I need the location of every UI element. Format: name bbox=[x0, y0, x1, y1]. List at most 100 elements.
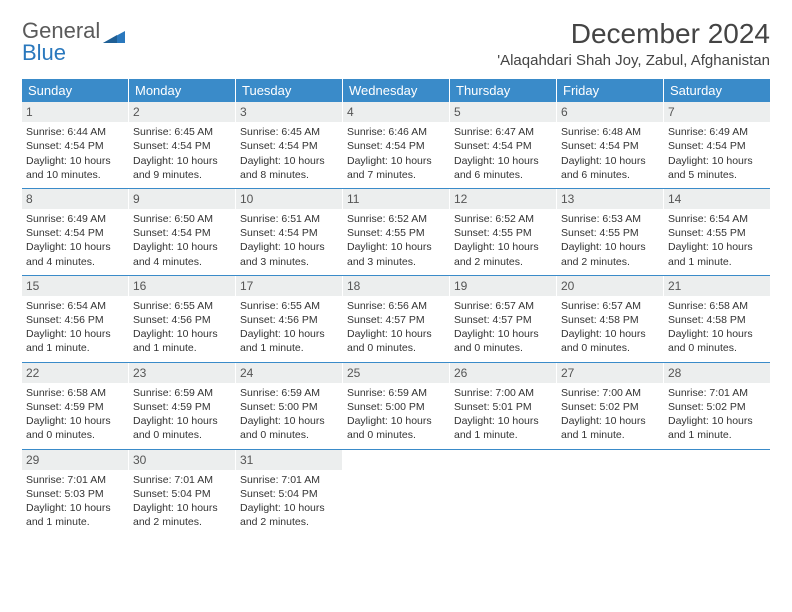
sunrise-text: Sunrise: 6:52 AM bbox=[454, 212, 552, 226]
sunset-text: Sunset: 4:54 PM bbox=[26, 139, 124, 153]
sunset-text: Sunset: 5:04 PM bbox=[133, 487, 231, 501]
day-cell: 2Sunrise: 6:45 AMSunset: 4:54 PMDaylight… bbox=[129, 102, 236, 188]
sunset-text: Sunset: 4:55 PM bbox=[347, 226, 445, 240]
day-cell: 6 Sunrise: 6:48 AMSunset: 4:54 PMDaylight… bbox=[557, 102, 664, 188]
day-number: 3 bbox=[236, 102, 342, 122]
daylight-text: Daylight: 10 hours and 2 minutes. bbox=[454, 240, 552, 268]
sunrise-text: Sunrise: 6:58 AM bbox=[26, 386, 124, 400]
day-number: 19 bbox=[450, 276, 556, 296]
sunrise-text: Sunrise: 6:55 AM bbox=[240, 299, 338, 313]
day-cell: 23Sunrise: 6:59 AMSunset: 4:59 PMDayligh… bbox=[129, 363, 236, 449]
day-cell: 24Sunrise: 6:59 AMSunset: 5:00 PMDayligh… bbox=[236, 363, 343, 449]
daylight-text: Daylight: 10 hours and 7 minutes. bbox=[347, 154, 445, 182]
day-number: 4 bbox=[343, 102, 449, 122]
sunrise-text: Sunrise: 6:59 AM bbox=[133, 386, 231, 400]
day-cell: 10Sunrise: 6:51 AMSunset: 4:54 PMDayligh… bbox=[236, 189, 343, 275]
title-block: December 2024 'Alaqahdari Shah Joy, Zabu… bbox=[497, 18, 770, 69]
daylight-text: Daylight: 10 hours and 1 minute. bbox=[668, 240, 766, 268]
dow-monday: Monday bbox=[129, 79, 236, 102]
week-row: 8Sunrise: 6:49 AMSunset: 4:54 PMDaylight… bbox=[22, 188, 770, 275]
day-number: 30 bbox=[129, 450, 235, 470]
day-cell: 9Sunrise: 6:50 AMSunset: 4:54 PMDaylight… bbox=[129, 189, 236, 275]
dow-sunday: Sunday bbox=[22, 79, 129, 102]
day-cell: 5Sunrise: 6:47 AMSunset: 4:54 PMDaylight… bbox=[450, 102, 557, 188]
sunset-text: Sunset: 4:58 PM bbox=[668, 313, 766, 327]
daylight-text: Daylight: 10 hours and 1 minute. bbox=[26, 501, 124, 529]
sunset-text: Sunset: 5:02 PM bbox=[561, 400, 659, 414]
day-number: 10 bbox=[236, 189, 342, 209]
day-cell: 20Sunrise: 6:57 AMSunset: 4:58 PMDayligh… bbox=[557, 276, 664, 362]
sunset-text: Sunset: 5:04 PM bbox=[240, 487, 338, 501]
week-row: 1Sunrise: 6:44 AMSunset: 4:54 PMDaylight… bbox=[22, 102, 770, 188]
day-number: 25 bbox=[343, 363, 449, 383]
sunrise-text: Sunrise: 6:49 AM bbox=[668, 125, 766, 139]
sunset-text: Sunset: 4:56 PM bbox=[26, 313, 124, 327]
day-number: 16 bbox=[129, 276, 235, 296]
day-cell: 8Sunrise: 6:49 AMSunset: 4:54 PMDaylight… bbox=[22, 189, 129, 275]
dow-wednesday: Wednesday bbox=[343, 79, 450, 102]
sunrise-text: Sunrise: 7:01 AM bbox=[240, 473, 338, 487]
day-number: 8 bbox=[22, 189, 128, 209]
week-row: 15Sunrise: 6:54 AMSunset: 4:56 PMDayligh… bbox=[22, 275, 770, 362]
daylight-text: Daylight: 10 hours and 4 minutes. bbox=[133, 240, 231, 268]
day-cell: 31 Sunrise: 7:01 AMSunset: 5:04 PMDayligh… bbox=[236, 450, 343, 536]
sunset-text: Sunset: 4:54 PM bbox=[561, 139, 659, 153]
daylight-text: Daylight: 10 hours and 1 minute. bbox=[240, 327, 338, 355]
day-cell: 16Sunrise: 6:55 AMSunset: 4:56 PMDayligh… bbox=[129, 276, 236, 362]
daylight-text: Daylight: 10 hours and 0 minutes. bbox=[347, 327, 445, 355]
daylight-text: Daylight: 10 hours and 8 minutes. bbox=[240, 154, 338, 182]
dow-saturday: Saturday bbox=[664, 79, 770, 102]
sunset-text: Sunset: 4:54 PM bbox=[26, 226, 124, 240]
daylight-text: Daylight: 10 hours and 3 minutes. bbox=[240, 240, 338, 268]
sunrise-text: Sunrise: 6:58 AM bbox=[668, 299, 766, 313]
day-number: 28 bbox=[664, 363, 770, 383]
day-cell bbox=[557, 450, 664, 536]
sunset-text: Sunset: 5:01 PM bbox=[454, 400, 552, 414]
sunrise-text: Sunrise: 7:01 AM bbox=[133, 473, 231, 487]
day-cell: 25Sunrise: 6:59 AMSunset: 5:00 PMDayligh… bbox=[343, 363, 450, 449]
week-row: 29Sunrise: 7:01 AMSunset: 5:03 PMDayligh… bbox=[22, 449, 770, 536]
page-header: General December 2024 'Alaqahdari Shah J… bbox=[22, 18, 770, 69]
day-number: 12 bbox=[450, 189, 556, 209]
day-cell: 26Sunrise: 7:00 AMSunset: 5:01 PMDayligh… bbox=[450, 363, 557, 449]
day-cell: 11Sunrise: 6:52 AMSunset: 4:55 PMDayligh… bbox=[343, 189, 450, 275]
sunrise-text: Sunrise: 6:50 AM bbox=[133, 212, 231, 226]
sunset-text: Sunset: 4:54 PM bbox=[133, 139, 231, 153]
sunrise-text: Sunrise: 7:01 AM bbox=[668, 386, 766, 400]
day-number: 6 bbox=[557, 102, 663, 122]
sunrise-text: Sunrise: 6:48 AM bbox=[561, 125, 659, 139]
sunset-text: Sunset: 4:55 PM bbox=[668, 226, 766, 240]
day-cell: 14Sunrise: 6:54 AMSunset: 4:55 PMDayligh… bbox=[664, 189, 770, 275]
daylight-text: Daylight: 10 hours and 5 minutes. bbox=[668, 154, 766, 182]
sunrise-text: Sunrise: 6:45 AM bbox=[133, 125, 231, 139]
sunset-text: Sunset: 4:56 PM bbox=[240, 313, 338, 327]
day-cell: 7Sunrise: 6:49 AMSunset: 4:54 PMDaylight… bbox=[664, 102, 770, 188]
day-cell: 13Sunrise: 6:53 AMSunset: 4:55 PMDayligh… bbox=[557, 189, 664, 275]
day-cell: 1Sunrise: 6:44 AMSunset: 4:54 PMDaylight… bbox=[22, 102, 129, 188]
day-number: 7 bbox=[664, 102, 770, 122]
daylight-text: Daylight: 10 hours and 1 minute. bbox=[561, 414, 659, 442]
dow-tuesday: Tuesday bbox=[236, 79, 343, 102]
daylight-text: Daylight: 10 hours and 1 minute. bbox=[454, 414, 552, 442]
day-cell bbox=[343, 450, 450, 536]
sunset-text: Sunset: 4:54 PM bbox=[454, 139, 552, 153]
day-number: 31 bbox=[236, 450, 342, 470]
day-cell: 12Sunrise: 6:52 AMSunset: 4:55 PMDayligh… bbox=[450, 189, 557, 275]
day-number: 14 bbox=[664, 189, 770, 209]
daylight-text: Daylight: 10 hours and 9 minutes. bbox=[133, 154, 231, 182]
daylight-text: Daylight: 10 hours and 0 minutes. bbox=[347, 414, 445, 442]
sunrise-text: Sunrise: 6:56 AM bbox=[347, 299, 445, 313]
sunset-text: Sunset: 5:00 PM bbox=[240, 400, 338, 414]
day-cell: 28Sunrise: 7:01 AMSunset: 5:02 PMDayligh… bbox=[664, 363, 770, 449]
daylight-text: Daylight: 10 hours and 1 minute. bbox=[133, 327, 231, 355]
sunrise-text: Sunrise: 6:51 AM bbox=[240, 212, 338, 226]
sunset-text: Sunset: 4:58 PM bbox=[561, 313, 659, 327]
day-number: 21 bbox=[664, 276, 770, 296]
sunrise-text: Sunrise: 6:44 AM bbox=[26, 125, 124, 139]
sunrise-text: Sunrise: 7:01 AM bbox=[26, 473, 124, 487]
day-number: 22 bbox=[22, 363, 128, 383]
calendar-grid: Sunday Monday Tuesday Wednesday Thursday… bbox=[22, 79, 770, 535]
daylight-text: Daylight: 10 hours and 6 minutes. bbox=[561, 154, 659, 182]
sunrise-text: Sunrise: 6:57 AM bbox=[561, 299, 659, 313]
daylight-text: Daylight: 10 hours and 2 minutes. bbox=[240, 501, 338, 529]
